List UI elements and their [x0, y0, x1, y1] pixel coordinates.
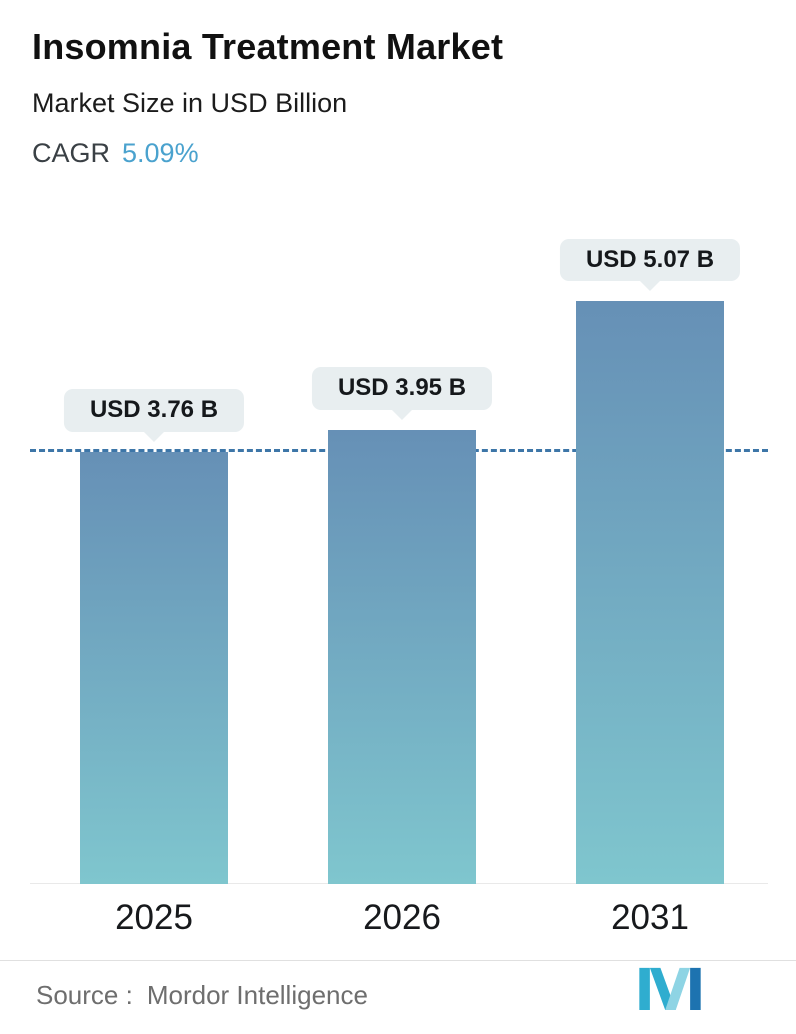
cagr-label: CAGR	[32, 138, 111, 168]
source-value: Mordor Intelligence	[146, 980, 368, 1010]
value-bubble: USD 3.95 B	[311, 367, 493, 410]
bar	[328, 429, 476, 884]
footer-divider	[0, 960, 796, 961]
chart-subtitle: Market Size in USD Billion	[32, 88, 348, 118]
x-axis-label: 2026	[363, 898, 441, 937]
source-label: Source :	[36, 980, 133, 1010]
cagr-line: CAGR 5.09%	[32, 138, 199, 169]
cagr-value: 5.09%	[122, 138, 199, 168]
value-bubble: USD 5.07 B	[559, 238, 741, 281]
mordor-intelligence-logo	[639, 967, 701, 1010]
x-axis-label: 2025	[115, 898, 193, 937]
value-bubble: USD 3.76 B	[63, 389, 245, 432]
source-line: Source : Mordor Intelligence	[36, 980, 368, 1011]
bar	[80, 451, 228, 884]
x-axis-label: 2031	[611, 898, 689, 937]
chart-title: Insomnia Treatment Market	[32, 26, 504, 67]
bar	[576, 300, 724, 884]
